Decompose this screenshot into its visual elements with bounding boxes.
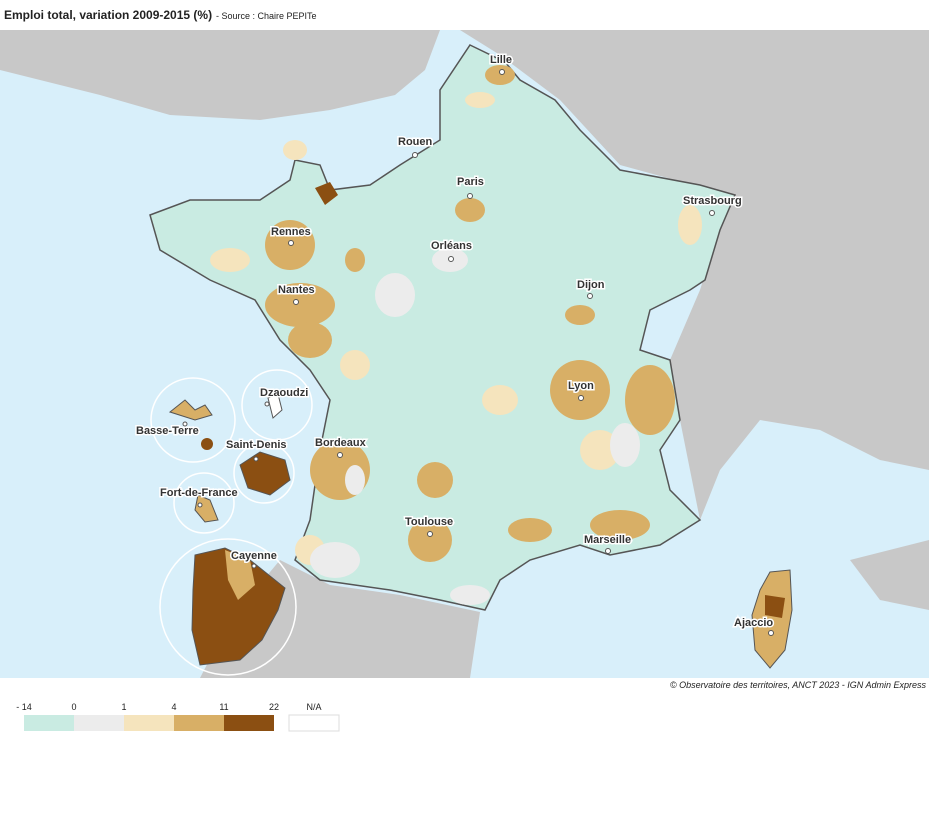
city-label: Orléans [431, 240, 472, 252]
land [850, 540, 929, 610]
source: - Source : Chaire PEPITe [216, 11, 317, 21]
island [201, 438, 213, 450]
legend-swatch [74, 715, 124, 731]
legend-swatch [124, 715, 174, 731]
city-label: Ajaccio [734, 617, 773, 629]
corsica [751, 569, 793, 669]
city-label: Lille [490, 54, 512, 66]
city-label: Paris [457, 176, 484, 188]
region [765, 595, 785, 618]
legend-break-label: 11 [219, 702, 228, 712]
legend-swatch [174, 715, 224, 731]
inset-frames [150, 369, 313, 676]
region [315, 182, 338, 205]
map: Lille Rouen Paris Strasbourg Rennes Orlé… [0, 30, 929, 678]
legend-na-swatch [288, 714, 340, 732]
regions-stable [310, 248, 640, 605]
city-label: Lyon [568, 380, 594, 392]
regions-growth [265, 65, 675, 562]
legend-break-label: - 14 [16, 702, 32, 712]
credit: © Observatoire des territoires, ANCT 202… [670, 680, 927, 690]
martinique [194, 494, 219, 523]
legend: - 14 0 1 4 11 22 N/A [16, 702, 340, 732]
mayotte [267, 393, 283, 419]
legend-break-label: 22 [269, 702, 279, 712]
title: Emploi total, variation 2009-2015 (%) [4, 8, 212, 22]
city-label: Basse-Terre [136, 425, 199, 437]
city-label: Strasbourg [683, 195, 742, 207]
france [149, 44, 737, 611]
city-label: Saint-Denis [226, 439, 287, 451]
city-label: Bordeaux [315, 437, 367, 449]
legend-swatch [24, 715, 74, 731]
guyane [191, 547, 286, 666]
legend-break-label: 1 [121, 702, 126, 712]
reunion [239, 451, 291, 496]
city-label: Toulouse [405, 516, 453, 528]
legend-swatch [224, 715, 274, 731]
region [225, 550, 255, 600]
legend-na-label: N/A [306, 702, 321, 712]
legend-break-label: 0 [71, 702, 76, 712]
city-label: Cayenne [231, 550, 277, 562]
land [460, 30, 929, 520]
city-label: Fort-de-France [160, 487, 238, 499]
land [0, 30, 440, 120]
legend-break-label: 4 [171, 702, 176, 712]
city-label: Dijon [577, 279, 605, 291]
city-label: Marseille [584, 534, 631, 546]
guadeloupe [168, 399, 213, 421]
city-label: Rennes [271, 226, 311, 238]
city-label: Dzaoudzi [260, 387, 308, 399]
city-label: Rouen [398, 136, 433, 148]
city-label: Nantes [278, 284, 315, 296]
cities: Lille Rouen Paris Strasbourg Rennes Orlé… [135, 53, 775, 636]
